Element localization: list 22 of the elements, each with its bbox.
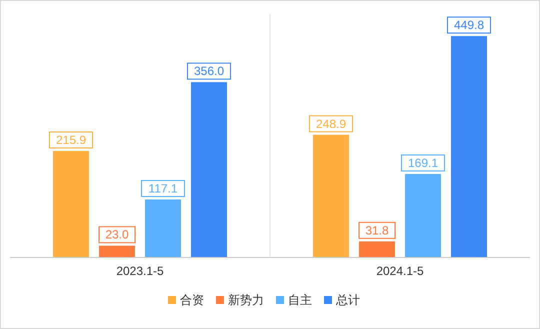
data-label: 23.0 bbox=[105, 228, 129, 242]
bar bbox=[53, 150, 89, 257]
bar bbox=[145, 199, 181, 257]
data-label: 169.1 bbox=[408, 156, 438, 170]
bar bbox=[359, 241, 395, 257]
legend-label: 合资 bbox=[180, 293, 204, 307]
bar bbox=[99, 246, 135, 257]
bar bbox=[405, 174, 441, 257]
x-tick-label: 2023.1-5 bbox=[116, 264, 164, 278]
data-label: 356.0 bbox=[194, 64, 224, 78]
x-tick-label: 2024.1-5 bbox=[376, 264, 424, 278]
data-label: 117.1 bbox=[148, 181, 178, 196]
bar bbox=[451, 36, 487, 257]
legend-label: 新势力 bbox=[228, 293, 264, 307]
data-label: 215.9 bbox=[56, 132, 86, 147]
bar bbox=[191, 82, 227, 257]
data-label: 31.8 bbox=[365, 223, 389, 238]
legend-label: 自主 bbox=[288, 293, 312, 307]
bar bbox=[313, 134, 349, 257]
legend-label: 总计 bbox=[335, 293, 360, 307]
data-label: 449.8 bbox=[454, 18, 484, 32]
data-label: 248.9 bbox=[316, 116, 346, 131]
